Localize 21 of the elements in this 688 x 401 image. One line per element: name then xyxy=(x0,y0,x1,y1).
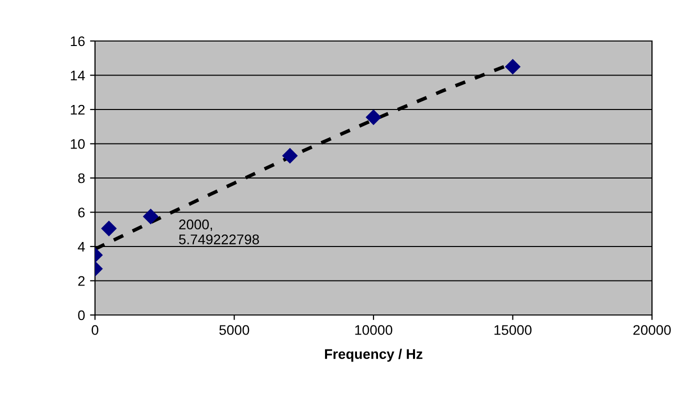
point xyxy=(505,59,520,74)
x-tick-label: 15000 xyxy=(494,325,532,335)
x-tick-label: 20000 xyxy=(633,325,671,335)
point xyxy=(366,110,382,125)
y-tick-label: 8 xyxy=(78,173,85,184)
y-tick-label: 16 xyxy=(70,36,85,46)
y-tick-label: 10 xyxy=(70,139,85,149)
y-tick-label: 2 xyxy=(78,276,85,286)
x-tick-label: 5000 xyxy=(219,325,250,335)
annotation: 2000, 5.749222798 xyxy=(179,220,259,244)
y-tick-label: 12 xyxy=(70,104,85,115)
y-tick-label: 14 xyxy=(70,70,85,80)
x-tick-label: 10000 xyxy=(355,325,392,335)
point xyxy=(101,220,116,236)
y-tick-label: 4 xyxy=(78,242,85,252)
point xyxy=(282,148,298,164)
x-tick-label: 0 xyxy=(92,325,98,335)
y-tick-label: 6 xyxy=(78,208,85,218)
point xyxy=(143,208,158,224)
x-axis-title: Frequency / Hz xyxy=(325,348,422,362)
y-tick-label: 0 xyxy=(78,310,85,320)
